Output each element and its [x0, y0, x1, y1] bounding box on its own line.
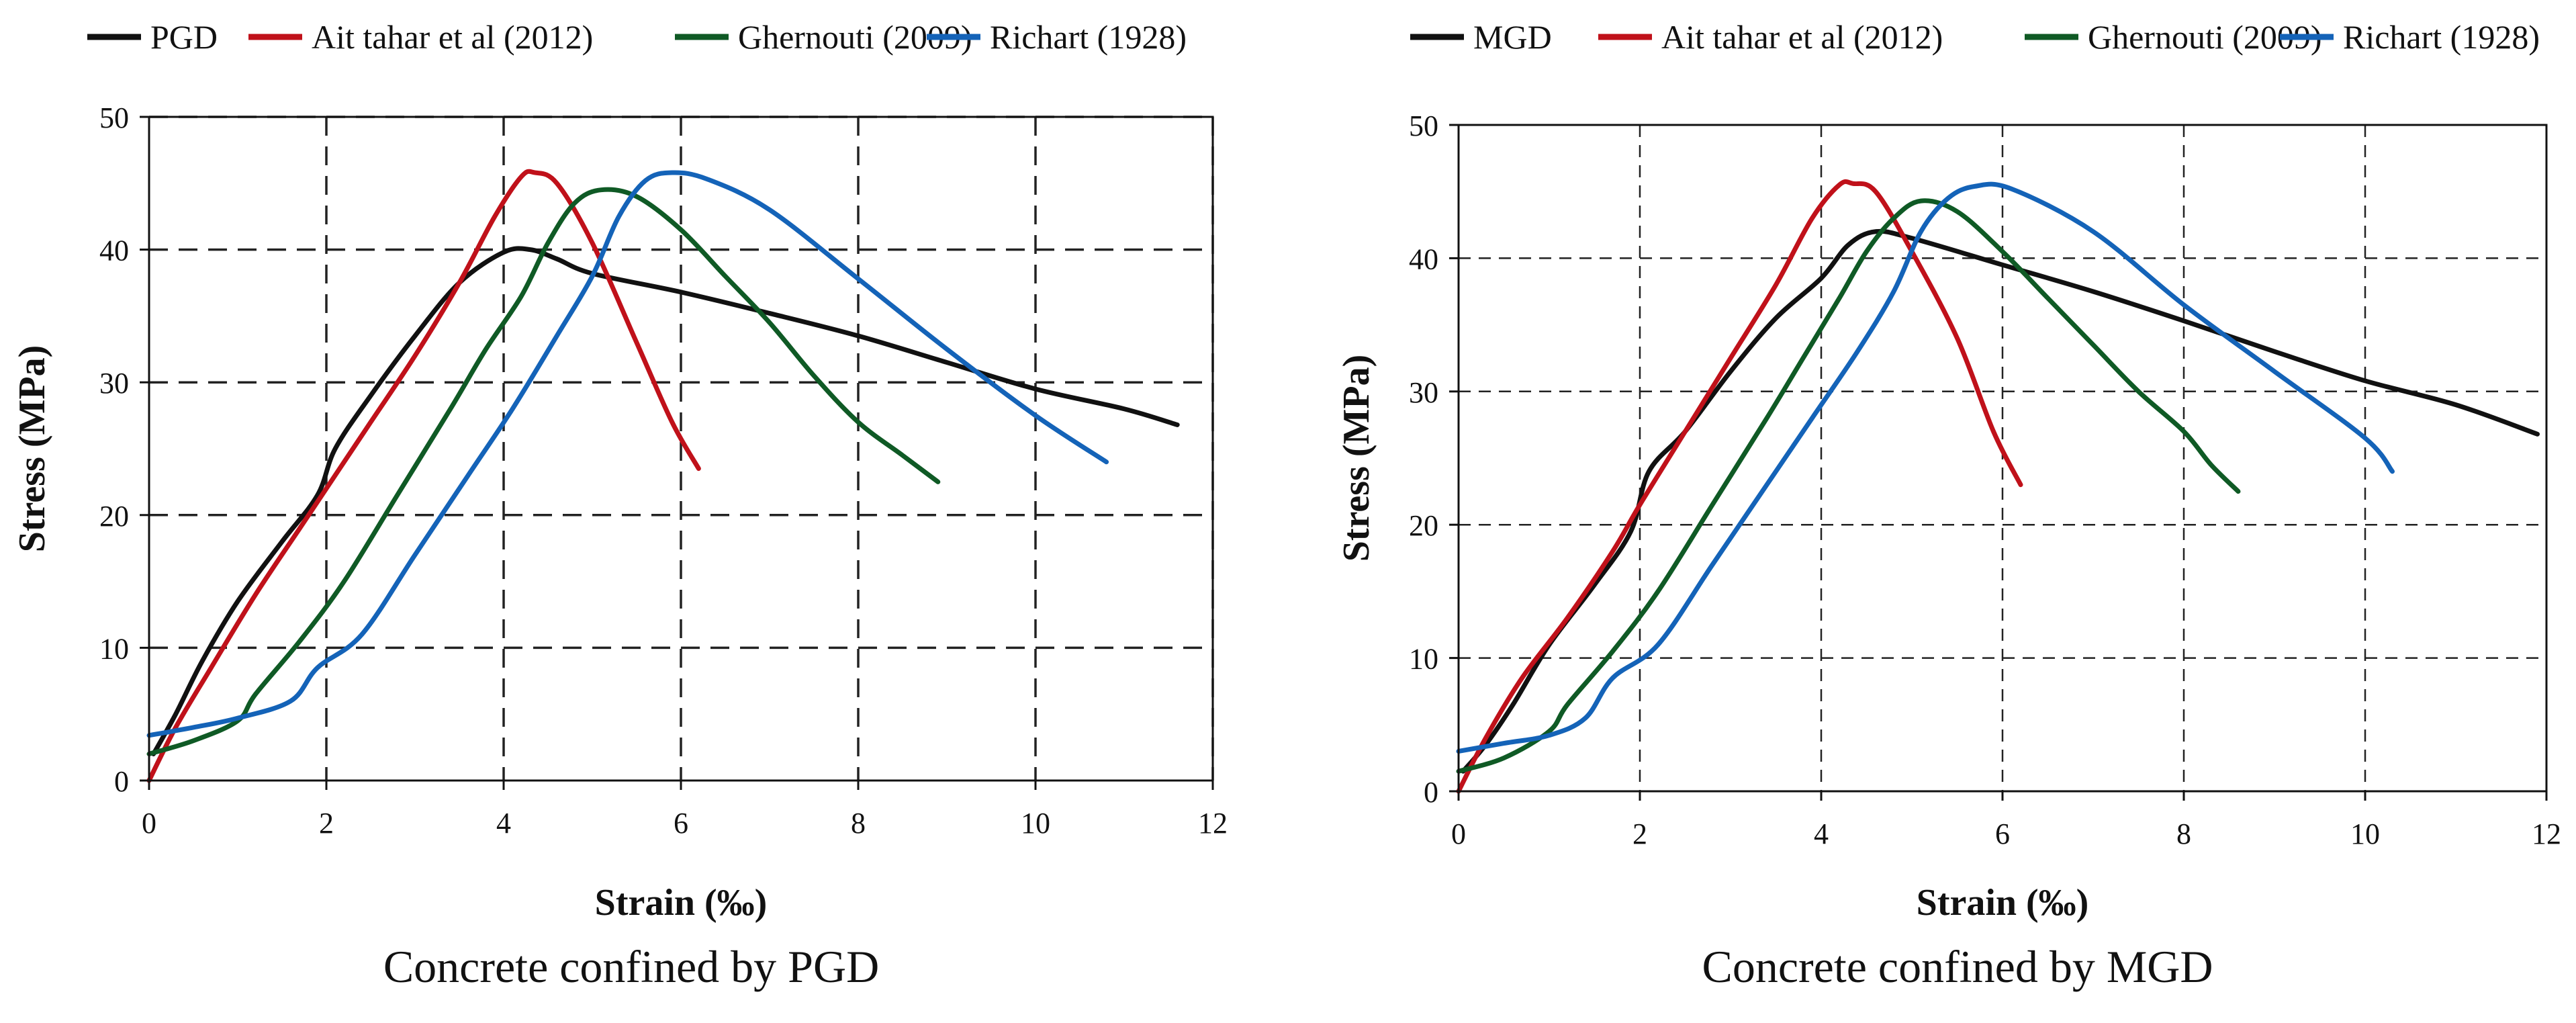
y-tick-labels: 0 10 20 30 40 50 — [1409, 109, 1459, 809]
x-tick-label: 12 — [2532, 817, 2561, 850]
y-axis-label: Stress (MPa) — [1336, 355, 1377, 562]
series-group — [146, 169, 1180, 783]
x-tick-label: 8 — [2176, 817, 2191, 850]
x-tick-label: 12 — [1198, 807, 1228, 840]
x-tick-label: 2 — [1632, 817, 1647, 850]
y-tick-label: 30 — [1409, 376, 1438, 409]
y-tick-label: 40 — [99, 234, 129, 267]
series-line-ghernouti-2009 — [146, 187, 941, 756]
x-axis-label: Strain (‰) — [595, 882, 768, 924]
y-tick-label: 10 — [1409, 643, 1438, 676]
y-tick-label: 20 — [99, 500, 129, 533]
x-tick-label: 8 — [851, 807, 866, 840]
series-line-ait-tahar-et-al-2012 — [1456, 179, 2023, 794]
x-tick-labels: 0 2 4 6 8 10 12 — [1451, 791, 2561, 850]
x-tick-label: 0 — [142, 807, 156, 840]
legend-label: Richart (1928) — [990, 18, 1187, 56]
y-tick-labels: 0 10 20 30 40 50 — [99, 101, 149, 798]
y-tick-label: 0 — [114, 765, 129, 798]
y-tick-label: 10 — [99, 632, 129, 665]
legend-label: PGD — [150, 18, 218, 56]
x-tick-label: 10 — [2350, 817, 2380, 850]
legend-label: Ait tahar et al (2012) — [1661, 18, 1943, 56]
legend-label: MGD — [1473, 18, 1552, 56]
legend-label: Richart (1928) — [2343, 18, 2540, 56]
x-tick-label: 4 — [496, 807, 511, 840]
y-axis-label: Stress (MPa) — [11, 345, 53, 552]
panel-caption: Concrete confined by PGD — [383, 941, 879, 992]
panel-caption: Concrete confined by MGD — [1702, 941, 2213, 992]
x-axis-label: Strain (‰) — [1917, 882, 2089, 924]
x-tick-label: 6 — [674, 807, 688, 840]
x-tick-labels: 0 2 4 6 8 10 12 — [142, 781, 1228, 840]
legend: MGD Ait tahar et al (2012) Ghernouti (2009… — [1410, 18, 2540, 56]
legend: PGD Ait tahar et al (2012) Ghernouti (2009… — [87, 18, 1187, 56]
series-line-richart-1928 — [146, 170, 1109, 738]
series-group — [1456, 179, 2540, 794]
x-tick-label: 2 — [319, 807, 334, 840]
legend-label: Ait tahar et al (2012) — [312, 18, 593, 56]
chart-panel-mgd: MGD Ait tahar et al (2012) Ghernouti (2009… — [1336, 18, 2561, 992]
x-tick-label: 4 — [1814, 817, 1829, 850]
x-tick-label: 6 — [1995, 817, 2010, 850]
y-tick-label: 0 — [1424, 776, 1438, 809]
series-line-pgd — [151, 246, 1180, 756]
y-tick-label: 50 — [99, 101, 129, 134]
y-tick-label: 50 — [1409, 109, 1438, 142]
x-tick-label: 10 — [1021, 807, 1050, 840]
chart-panel-pgd: PGD Ait tahar et al (2012) Ghernouti (2009… — [11, 18, 1228, 992]
x-tick-label: 0 — [1451, 817, 1466, 850]
y-tick-label: 40 — [1409, 242, 1438, 275]
y-tick-label: 20 — [1409, 509, 1438, 542]
y-tick-label: 30 — [99, 367, 129, 400]
series-line-richart-1928 — [1456, 181, 2395, 754]
series-line-mgd — [1461, 228, 2540, 774]
series-line-ghernouti-2009 — [1456, 198, 2241, 774]
series-line-ait-tahar-et-al-2012 — [146, 169, 701, 783]
